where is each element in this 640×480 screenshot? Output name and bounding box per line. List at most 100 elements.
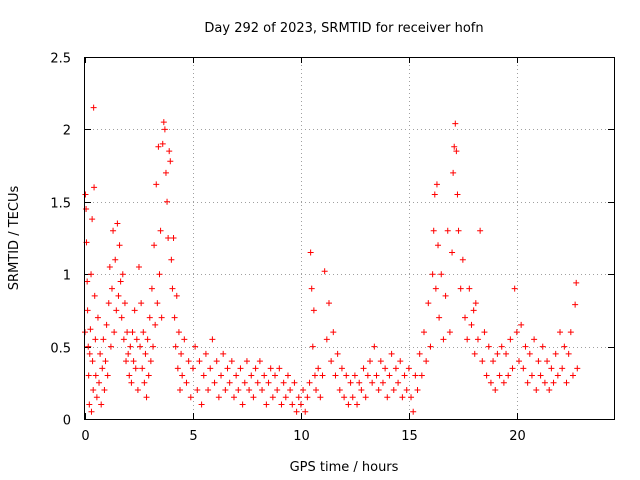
chart-title: Day 292 of 2023, SRMTID for receiver hof…: [204, 21, 483, 36]
data-point: [110, 227, 117, 234]
data-point: [84, 307, 91, 314]
data-point: [96, 379, 103, 386]
data-point: [492, 387, 499, 394]
data-point: [552, 350, 559, 357]
data-point: [120, 336, 127, 343]
data-point: [241, 379, 248, 386]
data-point: [471, 350, 478, 357]
data-point: [269, 394, 276, 401]
data-point: [341, 394, 348, 401]
data-point: [334, 350, 341, 357]
data-point: [423, 358, 430, 365]
data-point: [274, 387, 281, 394]
grid-lines: [85, 57, 614, 419]
data-point: [169, 285, 176, 292]
data-points: [82, 104, 581, 415]
x-tick-label: 20: [509, 429, 526, 444]
data-point: [90, 387, 97, 394]
x-axis-label: GPS time / hours: [290, 460, 399, 475]
data-point: [164, 198, 171, 205]
data-point: [278, 401, 285, 408]
data-point: [126, 372, 133, 379]
data-point: [401, 372, 408, 379]
data-point: [97, 350, 104, 357]
data-point: [121, 300, 128, 307]
data-point: [442, 292, 449, 299]
data-point: [548, 365, 555, 372]
data-point: [388, 350, 395, 357]
data-point: [429, 271, 436, 278]
data-point: [263, 401, 270, 408]
data-point: [367, 358, 374, 365]
data-point: [507, 336, 514, 343]
data-point: [574, 365, 581, 372]
data-point: [338, 365, 345, 372]
data-point: [105, 300, 112, 307]
data-point: [531, 336, 538, 343]
data-point: [91, 292, 98, 299]
data-point: [408, 394, 415, 401]
data-point: [259, 387, 266, 394]
data-point: [92, 336, 99, 343]
data-point: [297, 401, 304, 408]
data-point: [248, 372, 255, 379]
data-point: [189, 365, 196, 372]
data-point: [452, 120, 459, 127]
data-point: [237, 365, 244, 372]
data-point: [307, 249, 314, 256]
data-point: [450, 169, 457, 176]
data-point: [100, 336, 107, 343]
data-point: [440, 336, 447, 343]
data-point: [142, 350, 149, 357]
data-point: [167, 158, 174, 165]
data-point: [528, 372, 535, 379]
data-point: [200, 372, 207, 379]
data-point: [343, 372, 350, 379]
data-point: [228, 358, 235, 365]
y-axis-label: SRMTID / TECUs: [7, 186, 22, 291]
data-point: [123, 358, 130, 365]
data-point: [336, 387, 343, 394]
data-point: [129, 329, 136, 336]
x-tick-label: 0: [81, 429, 89, 444]
data-point: [154, 300, 161, 307]
data-point: [139, 365, 146, 372]
data-point: [140, 329, 147, 336]
data-point: [397, 358, 404, 365]
y-tick-label: 2: [63, 124, 71, 139]
data-point: [436, 314, 443, 321]
data-point: [371, 343, 378, 350]
data-point: [282, 394, 289, 401]
data-point: [115, 292, 122, 299]
data-point: [127, 343, 134, 350]
data-point: [444, 227, 451, 234]
data-point: [173, 292, 180, 299]
data-point: [134, 387, 141, 394]
data-point: [90, 104, 97, 111]
data-point: [311, 372, 318, 379]
data-point: [559, 365, 566, 372]
x-tick-label: 5: [189, 429, 197, 444]
data-point: [457, 285, 464, 292]
data-point: [160, 119, 167, 126]
data-point: [319, 372, 326, 379]
data-point: [198, 401, 205, 408]
data-point: [565, 350, 572, 357]
data-point: [414, 387, 421, 394]
x-tick-label: 15: [401, 429, 418, 444]
data-point: [152, 321, 159, 328]
data-point: [103, 321, 110, 328]
data-point: [144, 336, 151, 343]
data-point: [138, 300, 145, 307]
data-point: [287, 387, 294, 394]
data-point: [155, 143, 162, 150]
data-point: [347, 379, 354, 386]
data-point: [308, 285, 315, 292]
data-point: [373, 372, 380, 379]
y-tick-label: 0: [63, 414, 71, 429]
data-point: [515, 358, 522, 365]
data-point: [239, 401, 246, 408]
data-point: [224, 365, 231, 372]
data-point: [466, 285, 473, 292]
